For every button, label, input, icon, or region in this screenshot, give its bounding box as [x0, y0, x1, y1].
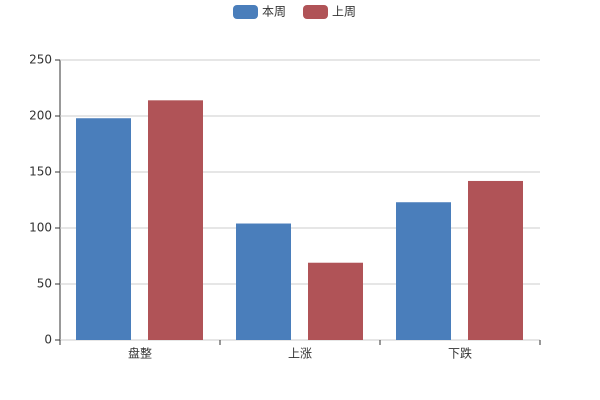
- y-tick-label: 100: [29, 221, 52, 235]
- bar: [148, 100, 203, 340]
- bar: [396, 202, 451, 340]
- x-tick-label: 盘整: [128, 346, 152, 361]
- bar: [236, 223, 291, 340]
- y-tick-label: 150: [29, 165, 52, 179]
- legend-label: 上周: [332, 5, 356, 19]
- y-tick-label: 250: [29, 53, 52, 67]
- bar: [308, 262, 363, 340]
- y-tick-label: 0: [44, 333, 52, 347]
- bar: [76, 118, 131, 341]
- x-tick-label: 下跌: [448, 346, 472, 361]
- bar: [468, 180, 523, 340]
- x-tick-label: 上涨: [288, 346, 312, 361]
- legend-label: 本周: [262, 5, 286, 19]
- y-tick-label: 50: [37, 277, 52, 291]
- legend-swatch: [233, 5, 258, 19]
- y-tick-label: 200: [29, 109, 52, 123]
- legend-swatch: [303, 5, 328, 19]
